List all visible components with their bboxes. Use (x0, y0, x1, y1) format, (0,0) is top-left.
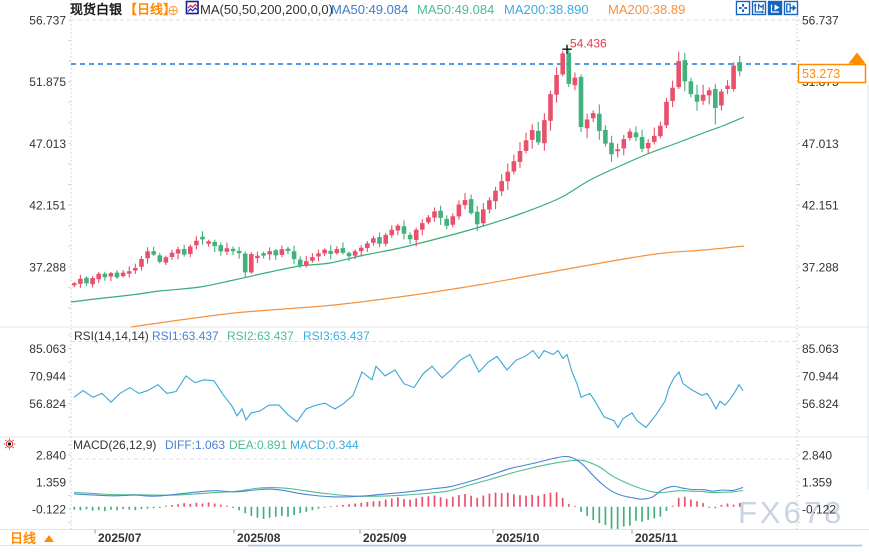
svg-text:85.063: 85.063 (802, 342, 839, 356)
svg-text:2025/11: 2025/11 (635, 531, 678, 545)
svg-text:51.875: 51.875 (29, 75, 66, 89)
svg-text:MA50:49.084: MA50:49.084 (417, 2, 494, 17)
svg-text:37.288: 37.288 (29, 260, 66, 274)
svg-text:RSI2:63.437: RSI2:63.437 (227, 329, 294, 343)
svg-text:2.840: 2.840 (36, 449, 66, 463)
svg-text:日线: 日线 (10, 531, 36, 546)
svg-text:现货白银: 现货白银 (70, 2, 123, 17)
svg-text:MACD(26,12,9): MACD(26,12,9) (73, 438, 156, 452)
svg-text:70.944: 70.944 (29, 370, 66, 384)
svg-text:-0.122: -0.122 (32, 502, 66, 516)
svg-text:56.737: 56.737 (29, 14, 66, 28)
svg-text:MA50:49.084: MA50:49.084 (331, 2, 408, 17)
svg-text:MA(50,50,200,200,0,0): MA(50,50,200,200,0,0) (200, 2, 333, 17)
svg-text:54.436: 54.436 (570, 37, 607, 51)
svg-text:56.824: 56.824 (802, 397, 839, 411)
svg-text:【日线】: 【日线】 (124, 2, 176, 17)
svg-text:70.944: 70.944 (802, 370, 839, 384)
svg-text:56.824: 56.824 (29, 397, 66, 411)
svg-text:2.840: 2.840 (802, 449, 832, 463)
svg-text:85.063: 85.063 (29, 342, 66, 356)
svg-text:56.737: 56.737 (802, 14, 839, 28)
svg-text:FX678: FX678 (738, 495, 844, 530)
svg-text:2025/09: 2025/09 (363, 531, 407, 545)
svg-text:DIFF:1.063: DIFF:1.063 (165, 438, 225, 452)
svg-text:42.151: 42.151 (29, 199, 66, 213)
svg-text:2025/10: 2025/10 (496, 531, 540, 545)
svg-text:47.013: 47.013 (802, 137, 839, 151)
svg-text:MACD:0.344: MACD:0.344 (290, 438, 359, 452)
svg-text:RSI3:63.437: RSI3:63.437 (303, 329, 370, 343)
svg-text:1.359: 1.359 (802, 476, 832, 490)
svg-text:RSI1:63.437: RSI1:63.437 (152, 329, 219, 343)
svg-text:1.359: 1.359 (36, 476, 66, 490)
svg-text:-0.122: -0.122 (802, 502, 836, 516)
svg-text:2025/07: 2025/07 (98, 531, 142, 545)
svg-text:42.151: 42.151 (802, 199, 839, 213)
svg-text:47.013: 47.013 (29, 137, 66, 151)
svg-text:MA200:38.89: MA200:38.89 (608, 2, 685, 17)
svg-text:2025/08: 2025/08 (237, 531, 281, 545)
svg-text:53.273: 53.273 (802, 67, 840, 81)
svg-text:RSI(14,14,14): RSI(14,14,14) (74, 329, 149, 343)
svg-text:MA200:38.890: MA200:38.890 (504, 2, 589, 17)
svg-text:37.288: 37.288 (802, 260, 839, 274)
svg-text:DEA:0.891: DEA:0.891 (229, 438, 287, 452)
